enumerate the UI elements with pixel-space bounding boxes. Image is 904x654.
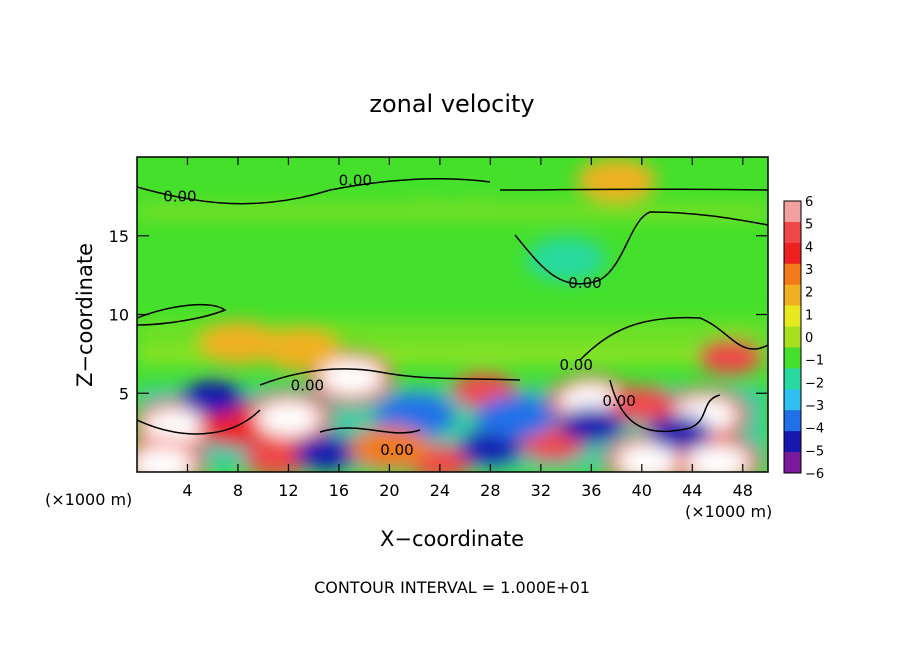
- x-axis-label: X−coordinate: [380, 527, 524, 551]
- x-unit-left: (×1000 m): [45, 490, 132, 509]
- heatmap-field: [137, 158, 768, 472]
- contour-label: 0.00: [602, 392, 635, 410]
- colorbar-swatch: [784, 368, 801, 390]
- colorbar-tick-label: 6: [805, 195, 813, 210]
- contour-label: 0.00: [339, 172, 372, 190]
- colorbar-frame: [783, 200, 802, 474]
- colorbar-tick-label: −3: [805, 399, 824, 414]
- zero-contour-line: [499, 188, 768, 191]
- colorbar-tick-label: −6: [805, 467, 824, 482]
- x-tick-label: 12: [278, 481, 298, 500]
- colorbar-tick-label: −4: [805, 422, 824, 437]
- velocity-cell: [412, 163, 493, 208]
- x-tick-label: 32: [531, 481, 551, 500]
- velocity-cell: [475, 394, 556, 439]
- velocity-cell: [685, 444, 750, 472]
- colorbar-swatch: [784, 305, 801, 328]
- y-tick-label: 5: [119, 384, 129, 403]
- x-tick-label: 28: [480, 481, 500, 500]
- colorbar-swatch: [784, 284, 801, 307]
- colorbar-tick-label: −5: [805, 444, 824, 459]
- velocity-cell: [458, 430, 523, 467]
- velocity-cell: [576, 158, 657, 203]
- velocity-cell: [319, 359, 384, 396]
- heatmap-band: [137, 204, 768, 221]
- x-unit-right: (×1000 m): [685, 502, 772, 521]
- velocity-cell: [256, 400, 321, 437]
- zero-contour-line: [137, 304, 227, 326]
- colorbar: 6 5 4 3 2 1 0 −1 −2 −3 −4 −5 −6: [783, 195, 824, 482]
- colorbar-tick-label: 3: [805, 263, 813, 278]
- colorbar-tick-label: −1: [805, 354, 824, 369]
- y-tick-label: 15: [109, 227, 129, 246]
- colorbar-swatch: [784, 221, 801, 244]
- zero-contour-line: [609, 379, 721, 433]
- colorbar-swatch: [784, 410, 801, 432]
- velocity-cell: [374, 393, 455, 438]
- velocity-cell: [349, 426, 430, 471]
- colorbar-tick-label: 0: [805, 331, 813, 346]
- colorbar-tick-label: −2: [805, 376, 824, 391]
- colorbar-swatch: [784, 389, 801, 411]
- x-tick-label: 24: [430, 481, 450, 500]
- contour-label: 0.00: [291, 376, 324, 394]
- contour-label: 0.00: [163, 187, 196, 205]
- zero-contour-line: [137, 409, 261, 435]
- x-tick-label: 48: [733, 481, 753, 500]
- contour-label: 0.00: [380, 441, 413, 459]
- velocity-cell: [294, 435, 359, 472]
- velocity-cell: [261, 327, 342, 372]
- x-tick-label: 40: [632, 481, 652, 500]
- velocity-cell: [197, 320, 278, 365]
- colorbar-swatch: [784, 201, 801, 223]
- zero-contour-line: [137, 177, 491, 205]
- y-tick-label: 10: [109, 306, 129, 325]
- velocity-cell: [698, 339, 763, 376]
- velocity-cell: [243, 441, 308, 472]
- velocity-cell: [647, 414, 712, 451]
- x-tick-label: 20: [379, 481, 399, 500]
- colorbar-swatch: [784, 431, 801, 453]
- x-tick-label: 36: [581, 481, 601, 500]
- zero-contour-line: [259, 368, 521, 386]
- colorbar-tick-label: 2: [805, 286, 813, 301]
- contour-label: 0.00: [568, 274, 601, 292]
- y-axis-label: Z−coordinate: [73, 243, 97, 387]
- colorbar-swatch: [784, 347, 801, 369]
- x-tick-label: 16: [329, 481, 349, 500]
- velocity-cell: [137, 446, 195, 472]
- contour-interval-note: CONTOUR INTERVAL = 1.000E+01: [314, 578, 590, 597]
- contour-label: 0.00: [559, 356, 592, 374]
- colorbar-swatch: [784, 326, 801, 348]
- chart-title: zonal velocity: [369, 90, 534, 118]
- zero-contour-line: [579, 316, 768, 361]
- velocity-cell: [180, 379, 245, 416]
- x-tick-label: 44: [682, 481, 702, 500]
- x-tick-label: 8: [233, 481, 243, 500]
- colorbar-tick-label: 4: [805, 240, 813, 255]
- zero-contour-line: [514, 211, 768, 285]
- x-tick-label: 4: [182, 481, 192, 500]
- velocity-cell: [616, 442, 681, 472]
- colorbar-swatch: [784, 263, 801, 286]
- zero-contour-line: [319, 427, 421, 434]
- colorbar-swatch: [784, 242, 801, 265]
- colorbar-swatch: [784, 452, 801, 474]
- colorbar-tick-label: 1: [805, 308, 813, 323]
- colorbar-tick-label: 5: [805, 218, 813, 233]
- velocity-cell: [559, 406, 624, 443]
- zero-contours: [137, 177, 768, 435]
- velocity-cell: [142, 408, 207, 445]
- velocity-cell: [609, 386, 674, 423]
